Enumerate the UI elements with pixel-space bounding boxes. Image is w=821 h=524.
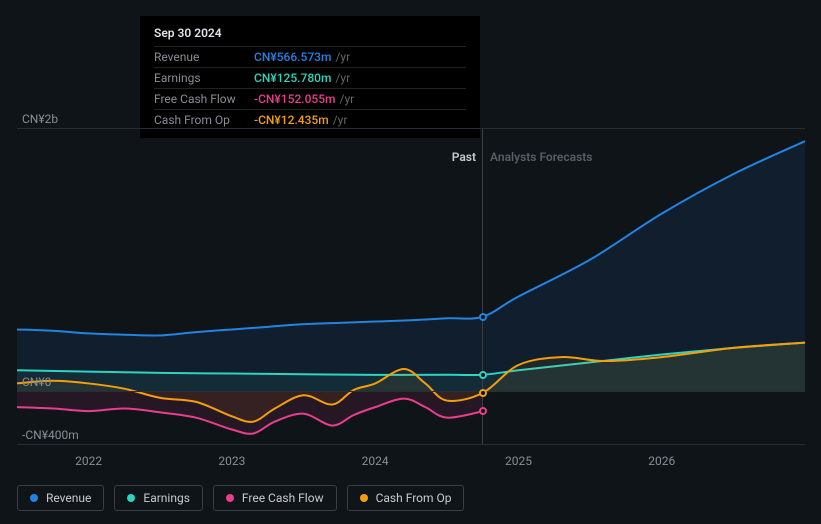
tooltip-row-unit: /yr: [336, 92, 355, 106]
tooltip-row-label: Revenue: [154, 47, 254, 68]
tooltip: Sep 30 2024 RevenueCN¥566.573m/yrEarning…: [140, 16, 480, 138]
tooltip-row: RevenueCN¥566.573m/yr: [154, 47, 466, 68]
marker-fcf: [479, 407, 487, 415]
tooltip-row-value: CN¥566.573m: [254, 50, 331, 64]
marker-revenue: [479, 313, 487, 321]
tooltip-row-label: Earnings: [154, 68, 254, 89]
tooltip-row-unit: /yr: [331, 71, 350, 85]
tooltip-table: RevenueCN¥566.573m/yrEarningsCN¥125.780m…: [154, 46, 466, 130]
tooltip-row-unit: /yr: [331, 50, 350, 64]
x-axis-label: 2023: [218, 454, 245, 468]
tooltip-row-value: -CN¥152.055m: [254, 92, 336, 106]
legend-label: Cash From Op: [376, 491, 452, 505]
legend-label: Revenue: [46, 491, 91, 505]
x-axis-label: 2024: [362, 454, 389, 468]
x-axis-label: 2025: [505, 454, 532, 468]
x-axis-label: 2026: [648, 454, 675, 468]
legend-dot-icon: [30, 494, 38, 502]
y-axis-label: -CN¥400m: [22, 428, 79, 442]
tooltip-row-value: -CN¥12.435m: [254, 113, 329, 127]
legend-dot-icon: [360, 494, 368, 502]
tooltip-row-label: Cash From Op: [154, 110, 254, 131]
legend-dot-icon: [226, 494, 234, 502]
legend-item-revenue[interactable]: Revenue: [17, 485, 104, 511]
tooltip-row-label: Free Cash Flow: [154, 89, 254, 110]
legend-item-earnings[interactable]: Earnings: [114, 485, 203, 511]
legend-label: Free Cash Flow: [242, 491, 324, 505]
tooltip-row: Cash From Op-CN¥12.435m/yr: [154, 110, 466, 131]
legend-item-cash-from-op[interactable]: Cash From Op: [347, 485, 465, 511]
section-label-forecast: Analysts Forecasts: [490, 150, 592, 164]
y-axis-label: CN¥0: [22, 375, 51, 389]
tooltip-row: EarningsCN¥125.780m/yr: [154, 68, 466, 89]
y-axis-label: CN¥2b: [22, 112, 58, 126]
chart-plot: [17, 128, 805, 444]
tooltip-row: Free Cash Flow-CN¥152.055m/yr: [154, 89, 466, 110]
legend: Revenue Earnings Free Cash Flow Cash From O…: [17, 485, 464, 511]
tooltip-row-unit: /yr: [329, 113, 348, 127]
marker-earnings: [479, 371, 487, 379]
x-axis-label: 2022: [75, 454, 102, 468]
legend-item-free-cash-flow[interactable]: Free Cash Flow: [213, 485, 337, 511]
gridline: [17, 391, 805, 392]
tooltip-date: Sep 30 2024: [154, 26, 466, 40]
tooltip-row-value: CN¥125.780m: [254, 71, 331, 85]
gridline: [17, 444, 805, 445]
legend-dot-icon: [127, 494, 135, 502]
legend-label: Earnings: [143, 491, 190, 505]
section-label-past: Past: [452, 150, 476, 164]
gridline: [17, 128, 805, 129]
marker-cfo: [479, 389, 487, 397]
